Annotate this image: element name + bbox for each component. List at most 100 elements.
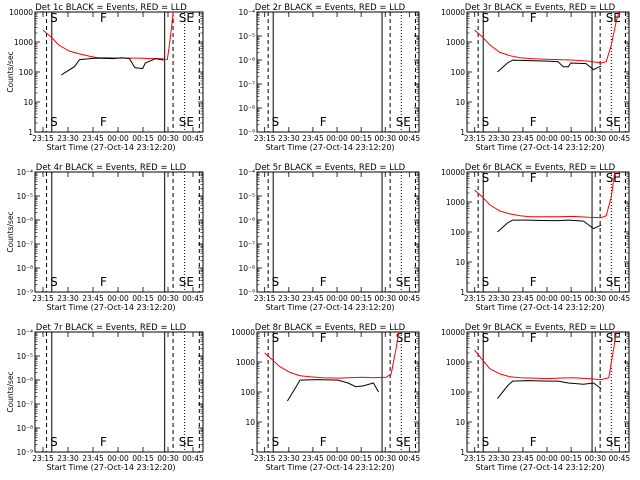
x-tick-label: 23:45 (302, 454, 324, 463)
plot-frame (466, 331, 630, 453)
y-tick-label: 1 (460, 448, 465, 457)
x-tick-label: 23:45 (302, 134, 324, 143)
marker-label: SE (606, 115, 621, 129)
panel-title: Det 3r BLACK = Events, RED = LLD (465, 3, 616, 13)
marker-label: SE (606, 275, 621, 289)
marker-label-top: S (50, 11, 58, 25)
plot-frame (34, 11, 204, 133)
x-tick-label: 00:00 (326, 134, 348, 143)
x-tick-label: 00:30 (584, 294, 606, 303)
x-tick-label: 00:15 (560, 454, 582, 463)
marker-label-top: SE (606, 11, 621, 25)
y-axis-label: Counts/sec (6, 51, 15, 92)
x-axis-label: Start Time (27-Oct-14 23:12:20) (475, 143, 604, 152)
panel-det-1: Det 1c BLACK = Events, RED = LLD 1 10 100 10… (6, 3, 204, 152)
marker-label-top: S (482, 331, 490, 345)
events-series-line (497, 219, 602, 233)
y-tick-label: 10 (23, 98, 33, 107)
x-tick-label: 00:15 (560, 294, 582, 303)
x-tick-label: 23:30 (278, 294, 300, 303)
x-tick-label: 00:30 (374, 454, 396, 463)
marker-label: S (50, 115, 58, 129)
lld-series-line (474, 171, 616, 219)
panel-det-8: Det 8r BLACK = Events, RED = LLD 1 10 100 10… (231, 323, 420, 472)
y-tick-label: 10000 (441, 8, 465, 17)
y-tick-label: 10⁻⁸ (238, 264, 255, 273)
events-series-line (286, 379, 379, 402)
x-tick-label: 00:15 (350, 134, 372, 143)
x-tick-label: 23:45 (82, 454, 104, 463)
plot-frame (466, 11, 630, 133)
x-tick-label: 00:00 (326, 454, 348, 463)
y-tick-label: 10⁻⁷ (16, 240, 33, 249)
marker-label: SE (396, 275, 411, 289)
panel-title: Det 8r BLACK = Events, RED = LLD (255, 323, 406, 333)
panel-det-2: Det 2r BLACK = Events, RED = LLD 10⁻⁹ 10⁻⁸… (238, 3, 420, 152)
panel-title: Det 9r BLACK = Events, RED = LLD (465, 323, 616, 333)
x-tick-label: 23:15 (254, 134, 276, 143)
marker-label: F (320, 435, 327, 449)
y-tick-label: 10 (245, 418, 255, 427)
x-axis-label: Start Time (27-Oct-14 23:12:20) (265, 143, 394, 152)
x-tick-label: 00:45 (399, 454, 421, 463)
x-tick-label: 00:15 (132, 454, 154, 463)
y-tick-label: 10⁻⁹ (16, 448, 33, 457)
x-tick-label: 00:30 (157, 454, 179, 463)
marker-label: S (272, 275, 280, 289)
x-tick-label: 00:00 (107, 134, 129, 143)
y-tick-label: 100 (451, 228, 466, 237)
x-tick-label: 23:30 (488, 134, 510, 143)
marker-label: S (482, 435, 490, 449)
x-axis-label: Start Time (27-Oct-14 23:12:20) (46, 463, 175, 472)
x-tick-label: 00:00 (107, 294, 129, 303)
x-tick-label: 00:00 (536, 294, 558, 303)
x-tick-label: 00:15 (132, 294, 154, 303)
panel-det-3: Det 3r BLACK = Events, RED = LLD 1 10 100 10… (441, 3, 630, 152)
plot-frame (256, 11, 420, 133)
x-tick-label: 00:45 (182, 454, 204, 463)
x-tick-label: 00:45 (399, 134, 421, 143)
marker-label: F (320, 275, 327, 289)
panel-det-5: Det 5r BLACK = Events, RED = LLD 10⁻⁹ 10⁻⁸… (238, 163, 420, 312)
y-tick-label: 10⁻⁸ (238, 104, 255, 113)
marker-label: F (530, 275, 537, 289)
x-tick-label: 00:30 (157, 294, 179, 303)
x-tick-label: 23:30 (57, 294, 79, 303)
marker-label: SE (396, 115, 411, 129)
panel-title: Det 2r BLACK = Events, RED = LLD (255, 3, 406, 13)
marker-label: SE (179, 115, 194, 129)
x-tick-label: 23:15 (464, 294, 486, 303)
x-tick-label: 00:30 (374, 134, 396, 143)
x-tick-label: 00:45 (609, 134, 631, 143)
x-tick-label: 23:45 (512, 134, 534, 143)
marker-label-top: S (272, 331, 280, 345)
x-tick-label: 00:15 (560, 134, 582, 143)
x-tick-label: 00:45 (399, 294, 421, 303)
x-tick-label: 23:15 (254, 454, 276, 463)
y-tick-label: 10⁻⁷ (16, 400, 33, 409)
y-tick-label: 1000 (446, 358, 465, 367)
marker-label: F (100, 435, 107, 449)
marker-label: F (320, 115, 327, 129)
x-tick-label: 00:30 (374, 294, 396, 303)
x-tick-label: 23:15 (254, 294, 276, 303)
x-tick-label: 00:45 (182, 134, 204, 143)
x-tick-label: 00:15 (350, 454, 372, 463)
marker-label-top: F (100, 11, 107, 25)
y-tick-label: 10⁻⁹ (238, 128, 255, 137)
x-axis-label: Start Time (27-Oct-14 23:12:20) (265, 463, 394, 472)
marker-label: S (272, 435, 280, 449)
marker-label-top: SE (606, 171, 621, 185)
marker-label: F (530, 435, 537, 449)
x-tick-label: 23:45 (302, 294, 324, 303)
events-series-line (61, 57, 164, 76)
panel-det-6: Det 6r BLACK = Events, RED = LLD 1 10 100 10… (441, 163, 630, 312)
y-tick-label: 10⁻⁴ (238, 168, 255, 177)
marker-label: F (530, 115, 537, 129)
x-tick-label: 23:15 (32, 294, 54, 303)
y-tick-label: 10⁻⁴ (16, 168, 33, 177)
panel-title: Det 1c BLACK = Events, RED = LLD (35, 3, 187, 13)
x-tick-label: 23:15 (32, 454, 54, 463)
y-tick-label: 10000 (441, 168, 465, 177)
